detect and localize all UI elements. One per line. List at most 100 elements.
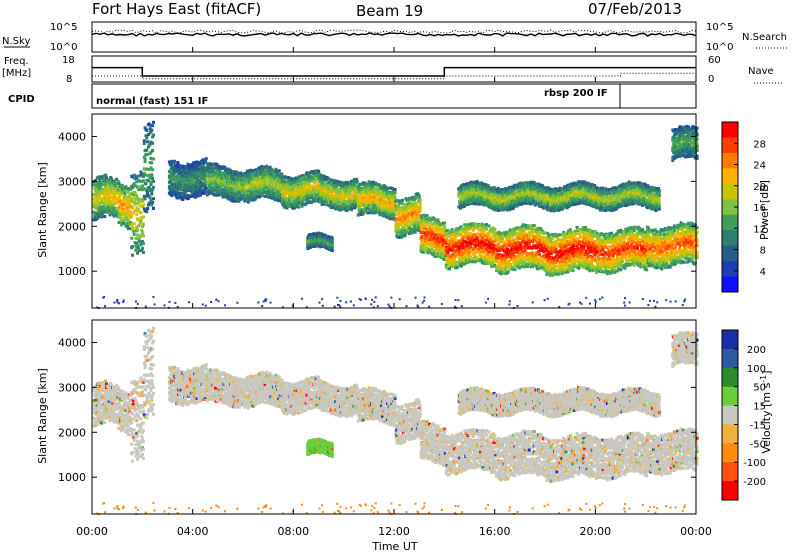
power-point: [261, 190, 265, 194]
power-point: [328, 180, 332, 184]
power-point: [523, 249, 527, 253]
power-point: [215, 185, 219, 189]
power-point: [571, 269, 575, 273]
power-point: [107, 207, 111, 210]
power-point: [355, 191, 358, 195]
power-point: [328, 184, 332, 188]
power-point: [272, 184, 276, 187]
power-point: [336, 196, 340, 200]
power-point: [217, 193, 221, 197]
power-point: [186, 171, 190, 175]
power-point: [620, 260, 624, 263]
power-point: [204, 159, 207, 163]
power-point: [222, 171, 226, 175]
power-point: [174, 166, 178, 170]
power-point: [243, 198, 247, 202]
power-point: [126, 189, 129, 193]
power-point: [323, 185, 327, 189]
power-point: [346, 185, 350, 189]
power-point: [96, 215, 100, 219]
power-point: [240, 177, 244, 181]
power-point: [573, 259, 577, 263]
power-point: [229, 189, 233, 193]
power-point: [109, 185, 113, 189]
power-point: [126, 202, 129, 206]
power-point: [273, 186, 277, 190]
power-point: [233, 199, 237, 203]
power-point: [287, 191, 290, 195]
power-point: [265, 164, 269, 168]
power-point: [344, 203, 348, 207]
power-point: [128, 227, 132, 231]
power-point: [301, 202, 305, 206]
power-point: [131, 206, 134, 210]
power-point: [143, 209, 147, 213]
power-point: [350, 184, 353, 187]
power-point: [198, 172, 202, 176]
power-point: [126, 187, 129, 191]
power-point: [199, 159, 203, 163]
power-point: [134, 184, 138, 188]
power-point: [454, 238, 457, 242]
power-point: [386, 203, 389, 207]
power-point: [305, 187, 309, 191]
power-point: [254, 168, 258, 172]
power-point: [381, 203, 385, 207]
power-point: [376, 187, 379, 191]
power-point: [171, 184, 175, 188]
power-point: [362, 209, 366, 213]
power-point: [350, 193, 354, 196]
power-point: [223, 193, 227, 197]
power-point: [176, 165, 180, 169]
power-point: [145, 189, 149, 193]
power-point: [92, 210, 96, 214]
power-point: [316, 174, 320, 178]
power-point: [111, 204, 115, 208]
power-point: [326, 187, 330, 191]
power-point: [118, 193, 122, 197]
power-point: [310, 190, 314, 194]
power-point: [132, 182, 136, 186]
power-point: [259, 180, 263, 184]
power-point: [177, 184, 181, 188]
power-point: [137, 210, 141, 214]
power-point: [147, 201, 151, 205]
power-point: [230, 179, 234, 183]
power-point: [150, 190, 154, 194]
power-point: [294, 203, 298, 207]
power-point: [95, 192, 99, 196]
power-point: [115, 177, 119, 181]
power-point: [103, 183, 107, 187]
power-point: [389, 204, 393, 208]
power-point: [260, 165, 264, 168]
power-point: [100, 187, 104, 191]
power-point: [152, 185, 155, 189]
power-point: [168, 175, 172, 179]
power-point: [151, 149, 155, 153]
power-point: [139, 220, 143, 223]
power-point: [246, 175, 250, 179]
power-point: [136, 207, 140, 211]
power-point: [240, 194, 244, 198]
power-point: [103, 202, 107, 206]
power-point: [249, 189, 253, 193]
power-point: [276, 173, 280, 177]
power-point: [98, 187, 102, 191]
power-point: [243, 186, 247, 190]
power-point: [146, 152, 150, 156]
power-point: [307, 181, 311, 185]
power-point: [381, 200, 384, 204]
power-point: [254, 196, 258, 200]
cpid-label: CPID: [8, 94, 35, 105]
power-point: [237, 199, 241, 203]
power-point: [139, 243, 143, 247]
power-point: [245, 169, 249, 173]
power-point: [333, 201, 337, 205]
power-point: [275, 171, 279, 175]
power-point: [371, 185, 375, 189]
power-point: [189, 165, 193, 169]
power-point: [303, 181, 307, 185]
power-point: [262, 184, 266, 188]
power-point: [188, 195, 192, 198]
power-point: [131, 200, 134, 204]
